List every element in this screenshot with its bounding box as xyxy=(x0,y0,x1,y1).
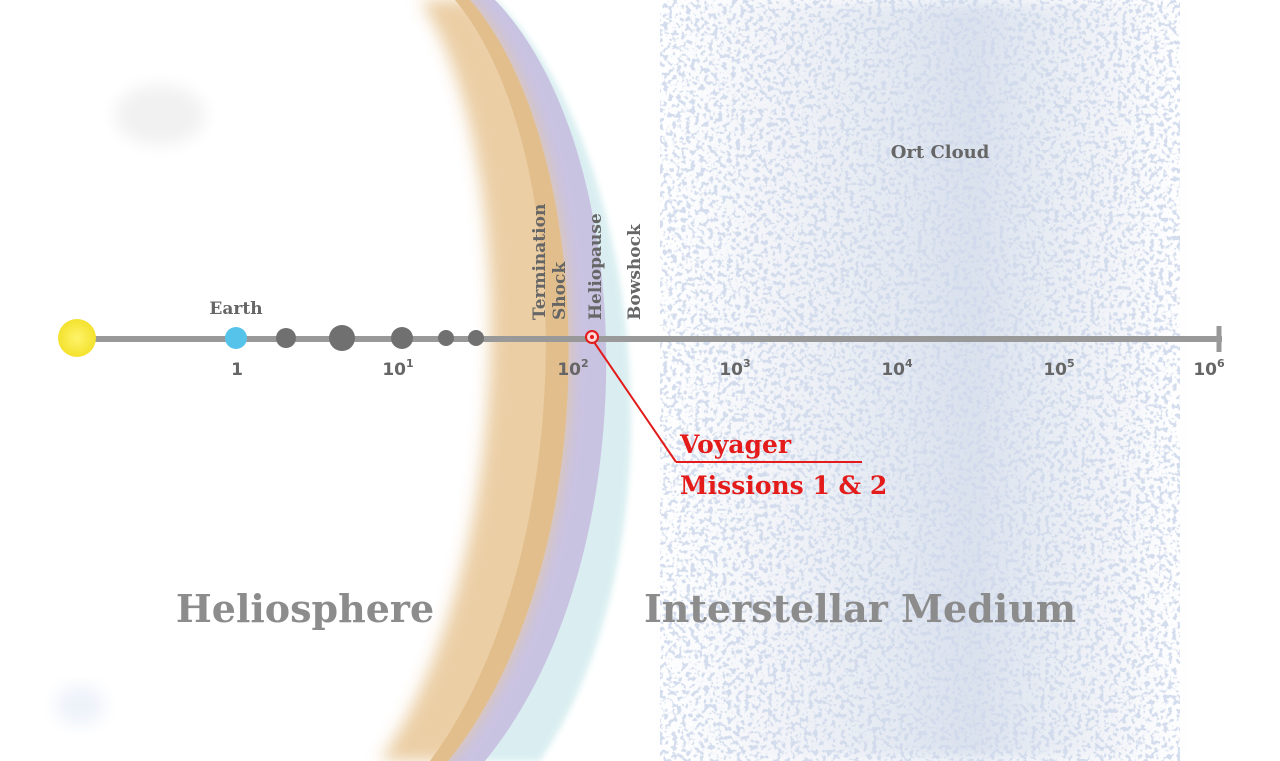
heliosphere-label: Heliosphere xyxy=(176,586,434,631)
earth-icon xyxy=(225,327,247,349)
planet-icon xyxy=(468,330,484,346)
voyager-leader-line xyxy=(593,341,677,463)
tick-label: 105 xyxy=(1043,357,1074,380)
haze-smudge xyxy=(115,85,205,145)
tick-label: 101 xyxy=(382,357,413,380)
tick-label: 102 xyxy=(557,357,588,380)
tick-label: 104 xyxy=(881,357,913,380)
oort-cloud-region xyxy=(660,0,1180,761)
sun-icon xyxy=(58,319,96,357)
planet-icon xyxy=(438,330,454,346)
heliopause-label: Heliopause xyxy=(586,213,606,320)
earth-label: Earth xyxy=(209,299,262,319)
planet-icon xyxy=(391,327,413,349)
bowshock-band xyxy=(458,0,632,761)
planet-icon xyxy=(329,325,355,351)
interstellar-medium-label: Interstellar Medium xyxy=(644,586,1076,631)
planet-icon xyxy=(276,328,296,348)
voyager-marker-dot xyxy=(590,335,594,339)
oort-cloud-label: Ort Cloud xyxy=(891,142,990,163)
bowshock-label: Bowshock xyxy=(625,223,645,320)
tick-label: 106 xyxy=(1193,357,1225,380)
heliopause-band xyxy=(448,0,607,761)
axis-tick-labels: 1 101 102 103 104 105 106 xyxy=(231,357,1225,380)
termination-shock-edge xyxy=(430,0,569,761)
tick-label: 103 xyxy=(719,357,750,380)
tick-label: 1 xyxy=(231,360,243,380)
termination-shock-label: Termination Shock xyxy=(530,198,570,320)
haze-smudge xyxy=(55,685,105,725)
voyager-label: Voyager Missions 1 & 2 xyxy=(679,430,887,500)
